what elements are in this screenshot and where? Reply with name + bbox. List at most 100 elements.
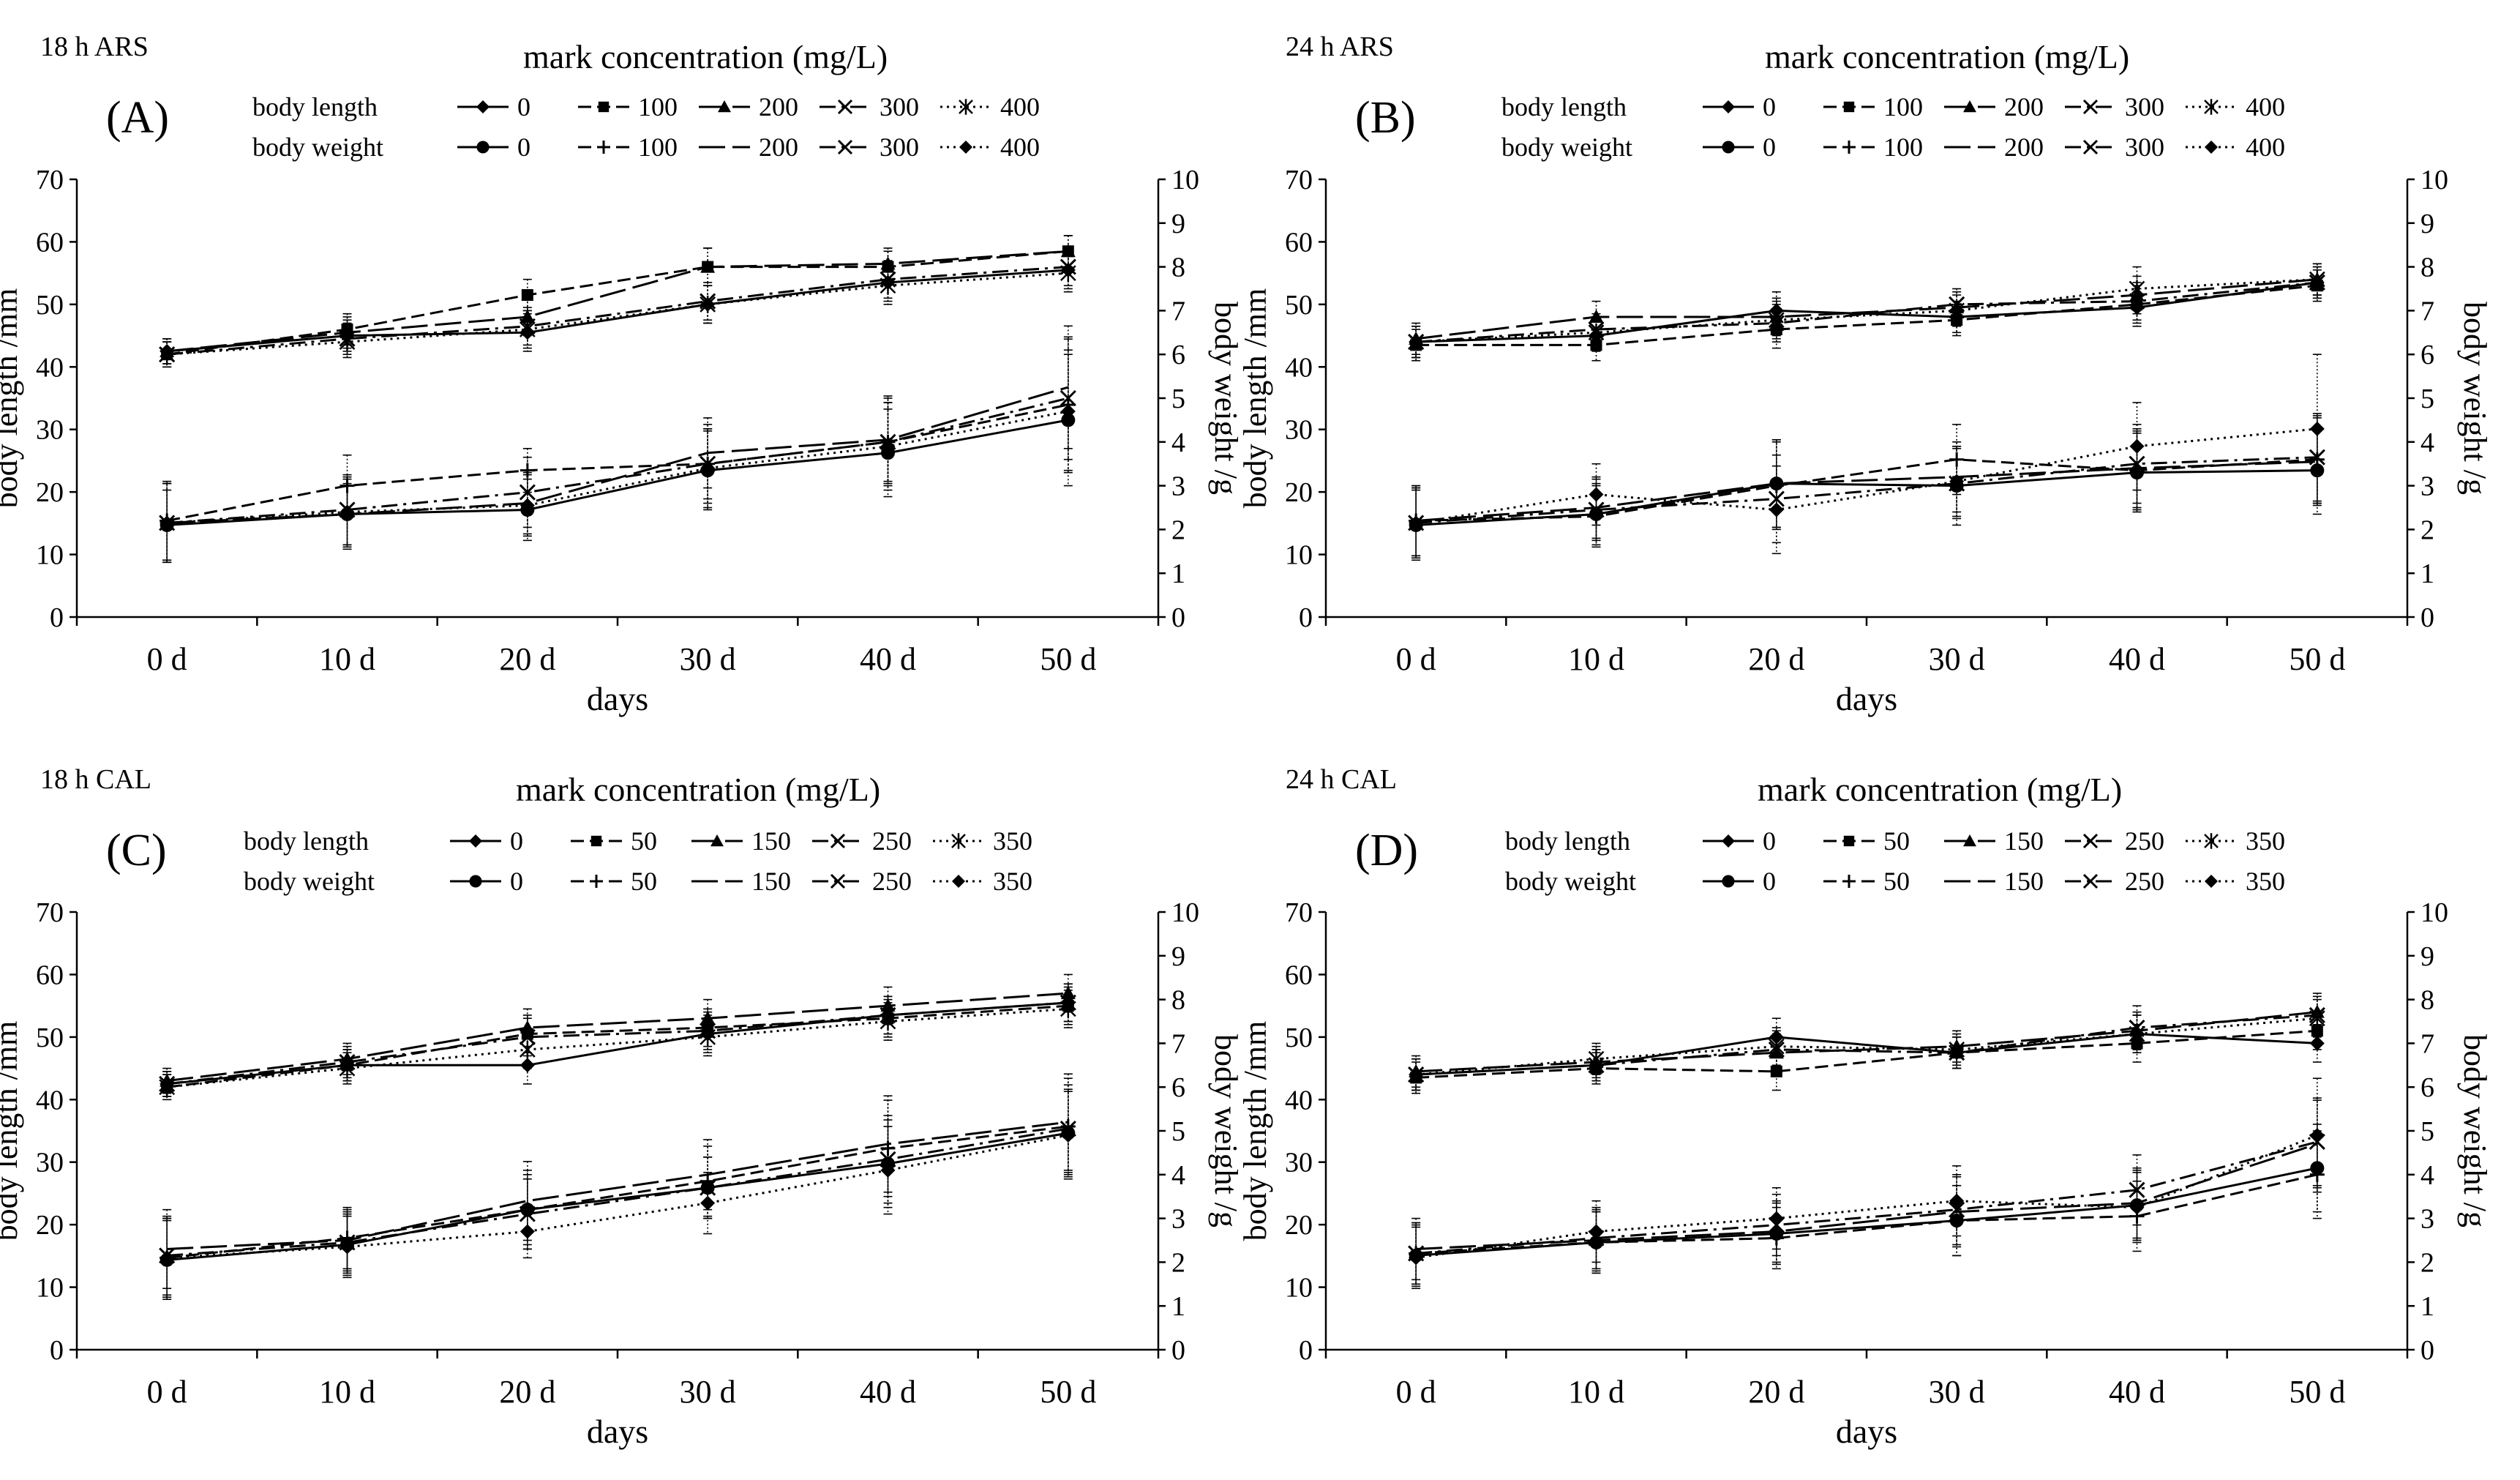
x-tick-label: 0 d <box>147 641 187 677</box>
legend-marker <box>952 875 965 888</box>
series-line <box>167 1134 1069 1259</box>
y2-tick-label: 9 <box>1171 941 1185 972</box>
legend-marker <box>2082 873 2099 889</box>
y-tick-label: 20 <box>1285 477 1313 508</box>
data-point <box>1060 1127 1076 1143</box>
y2-tick-label: 8 <box>2420 985 2434 1016</box>
data-point <box>160 515 175 531</box>
x-axis-title: days <box>587 680 648 717</box>
series-length-400 <box>1408 263 2325 359</box>
series-line <box>166 1001 1068 1085</box>
data-point <box>1768 1037 1785 1055</box>
legend-marker <box>2205 141 2218 154</box>
y2-tick-label: 6 <box>2420 340 2434 370</box>
data-point <box>519 321 536 339</box>
data-point <box>519 1040 536 1058</box>
data-point <box>700 460 716 476</box>
panel-d: 24 h CAL mark concentration (mg/L) (D) 0… <box>1237 740 2520 1480</box>
legend-label: 250 <box>2125 867 2164 896</box>
series-weight-150 <box>162 1073 1073 1290</box>
legend-label: 0 <box>1763 867 1776 896</box>
x-tick-label: 0 d <box>1396 641 1436 677</box>
legend-item: 300 <box>820 132 919 162</box>
series-line <box>167 419 1069 526</box>
data-point <box>2129 455 2145 472</box>
legend-label: 300 <box>2125 92 2164 122</box>
x-tick-label: 10 d <box>319 1374 375 1410</box>
series-length-100 <box>1410 269 2323 362</box>
y-tick-label: 30 <box>1285 1148 1313 1178</box>
series-line <box>1416 281 2318 343</box>
legend-item: 400 <box>940 92 1040 122</box>
y2-tick-label: 0 <box>2420 1335 2434 1366</box>
series-weight-400 <box>160 349 1076 564</box>
legend-marker <box>476 141 490 154</box>
y2-tick-label: 3 <box>1171 1204 1185 1235</box>
legend-item: 0 <box>450 826 523 856</box>
y2-tick-label: 7 <box>1171 296 1185 326</box>
series-line <box>167 1132 1069 1261</box>
legend-marker <box>590 875 603 888</box>
y2-tick-label: 5 <box>1171 384 1185 414</box>
x-tick-label: 30 d <box>1929 1374 1985 1410</box>
legend-item: 150 <box>1944 826 2044 856</box>
series-line <box>1416 460 2317 522</box>
legend-label: 200 <box>2004 92 2044 122</box>
series-length-400 <box>159 253 1076 368</box>
legend-marker <box>597 141 610 154</box>
y-tick-label: 10 <box>36 540 64 571</box>
chart-svg: 0 10 20 30 40 50 60 70 0 1 2 3 4 5 6 7 8 9 10 0 d 10 d 20 d 30… <box>0 92 1244 717</box>
legend-row-label: body weight <box>1505 867 1636 896</box>
legend-marker <box>476 100 490 113</box>
series-length-200 <box>160 235 1076 365</box>
series-weight-150 <box>1411 1099 2322 1281</box>
legend-marker <box>1722 141 1735 154</box>
series-line <box>1416 1011 2317 1073</box>
legend-row-label: body length <box>244 826 369 856</box>
legend-marker <box>830 873 846 889</box>
series-length-50 <box>161 986 1074 1101</box>
legend-item: 0 <box>457 92 530 122</box>
legend-marker <box>710 834 724 847</box>
data-point <box>1588 1050 1605 1068</box>
y-tick-label: 30 <box>36 1148 64 1178</box>
y2-tick-label: 6 <box>1171 340 1185 370</box>
data-point <box>340 1239 355 1255</box>
series-weight-0 <box>1409 426 2325 561</box>
legend-item: 50 <box>1823 867 1910 896</box>
series-length-350 <box>159 989 1076 1101</box>
series-line <box>1416 1143 2318 1250</box>
series-weight-250 <box>159 1084 1076 1296</box>
data-point <box>159 1078 176 1096</box>
x-tick-label: 0 d <box>147 1374 187 1410</box>
legend-title: mark concentration (mg/L) <box>1758 771 2123 808</box>
series-line <box>167 397 1069 524</box>
series-weight-350 <box>160 1091 1076 1298</box>
legend-item: 0 <box>1703 92 1776 122</box>
data-point <box>700 295 716 313</box>
data-point <box>1409 515 1424 531</box>
legend-item: 50 <box>571 826 657 856</box>
y2-tick-label: 0 <box>1171 1335 1185 1366</box>
y-tick-label: 20 <box>1285 1210 1313 1241</box>
series-line <box>1416 281 2317 343</box>
series-weight-200 <box>1411 417 2322 557</box>
y2-tick-label: 5 <box>1171 1116 1185 1147</box>
y-tick-label: 70 <box>1285 897 1313 928</box>
data-point <box>2309 1009 2325 1028</box>
legend-marker <box>469 875 482 888</box>
legend-item: 200 <box>699 132 798 162</box>
y-tick-label: 0 <box>1299 602 1313 633</box>
legend-item: 0 <box>1703 132 1776 162</box>
y-tick-label: 70 <box>1285 165 1313 195</box>
series-weight-350 <box>1409 1077 2325 1290</box>
legend-marker <box>951 833 966 849</box>
data-point <box>1588 501 1605 518</box>
y2-tick-label: 2 <box>1171 515 1185 545</box>
data-point <box>880 1162 896 1178</box>
data-point <box>880 1012 896 1031</box>
legend-marker <box>718 100 731 113</box>
y-tick-label: 30 <box>1285 415 1313 446</box>
panel-c: 18 h CAL mark concentration (mg/L) (C) 0… <box>0 740 1260 1480</box>
legend-label: 50 <box>1883 826 1910 856</box>
